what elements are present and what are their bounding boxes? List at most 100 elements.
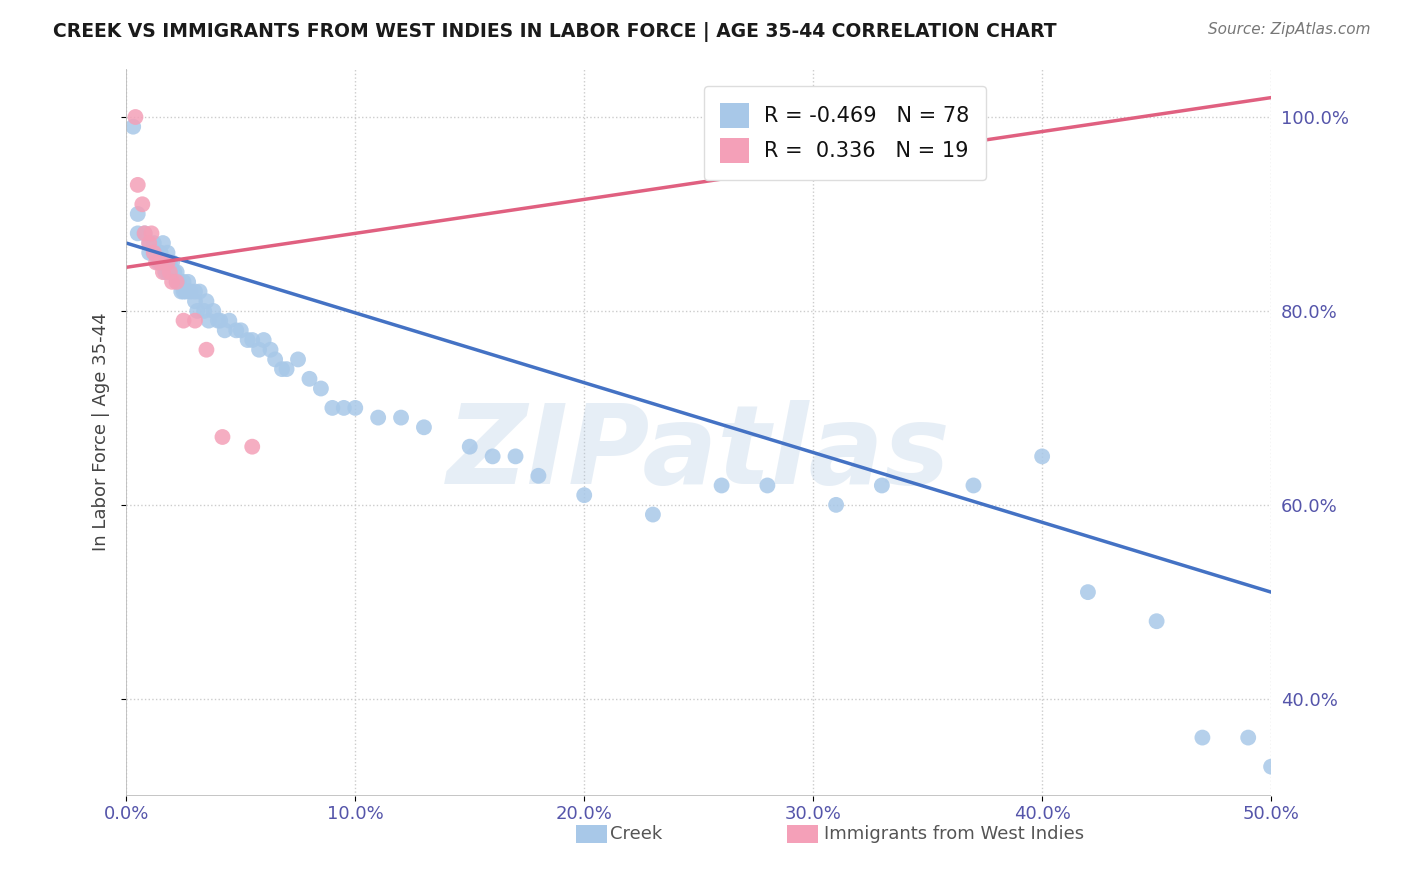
Point (138, 245, 160, 260)
Point (211, 430, 233, 444)
Point (127, 207, 149, 221)
Point (247, 343, 270, 357)
Point (298, 372, 321, 386)
Point (259, 343, 281, 357)
Point (458, 440, 481, 454)
Point (148, 255, 170, 269)
Point (149, 255, 172, 269)
Point (527, 468, 550, 483)
Point (641, 508, 664, 522)
Point (152, 235, 174, 250)
Text: CREEK VS IMMIGRANTS FROM WEST INDIES IN LABOR FORCE | AGE 35-44 CORRELATION CHAR: CREEK VS IMMIGRANTS FROM WEST INDIES IN … (53, 22, 1057, 42)
Point (138, 235, 160, 250)
Point (825, 498, 848, 512)
Point (174, 285, 197, 299)
Point (149, 245, 172, 260)
Point (184, 294, 207, 309)
Point (142, 245, 165, 260)
Point (131, 197, 153, 211)
Point (271, 362, 294, 376)
Point (1237, 731, 1260, 745)
Point (197, 313, 219, 327)
Point (160, 275, 183, 289)
Point (1146, 614, 1168, 628)
Point (202, 304, 225, 318)
Point (149, 255, 172, 269)
Point (225, 323, 247, 337)
Point (188, 285, 211, 299)
Point (155, 265, 177, 279)
Point (173, 285, 195, 299)
Point (160, 265, 183, 279)
Point (134, 227, 156, 241)
Point (122, 120, 145, 134)
Text: Immigrants from West Indies: Immigrants from West Indies (824, 825, 1084, 843)
Point (505, 450, 527, 464)
Legend: R = -0.469   N = 78, R =  0.336   N = 19: R = -0.469 N = 78, R = 0.336 N = 19 (703, 87, 986, 180)
Point (173, 313, 195, 327)
Point (124, 110, 146, 124)
Point (142, 235, 165, 250)
Point (152, 265, 174, 279)
Point (184, 285, 207, 299)
Point (127, 227, 149, 241)
Point (1077, 585, 1099, 599)
Point (149, 255, 172, 269)
Point (276, 362, 298, 376)
Point (264, 352, 287, 367)
Point (240, 440, 263, 454)
Point (160, 255, 183, 269)
Point (870, 478, 893, 492)
Point (186, 304, 208, 318)
Point (170, 285, 193, 299)
Point (193, 304, 215, 318)
Point (207, 313, 229, 327)
Text: ZIPatlas: ZIPatlas (447, 401, 950, 508)
Point (134, 227, 156, 241)
Y-axis label: In Labor Force | Age 35-44: In Labor Force | Age 35-44 (93, 313, 110, 551)
Point (1191, 731, 1213, 745)
Point (141, 227, 163, 241)
Point (253, 333, 276, 347)
Point (1031, 450, 1053, 464)
Point (333, 401, 356, 415)
Point (166, 275, 188, 289)
Point (166, 265, 188, 279)
Text: Source: ZipAtlas.com: Source: ZipAtlas.com (1208, 22, 1371, 37)
Point (145, 245, 167, 260)
Point (240, 333, 263, 347)
Point (156, 265, 179, 279)
Point (127, 178, 149, 192)
Point (344, 401, 367, 415)
Point (413, 420, 436, 434)
Point (145, 255, 167, 269)
Point (481, 450, 503, 464)
Text: Creek: Creek (610, 825, 662, 843)
Point (142, 245, 165, 260)
Point (756, 478, 779, 492)
Point (309, 382, 332, 396)
Point (1260, 759, 1282, 773)
Point (195, 343, 218, 357)
Point (167, 275, 190, 289)
Point (229, 323, 252, 337)
Point (236, 333, 259, 347)
Point (163, 265, 186, 279)
Point (184, 313, 207, 327)
Point (166, 275, 188, 289)
Point (710, 478, 733, 492)
Point (177, 275, 200, 289)
Point (209, 313, 232, 327)
Point (195, 294, 218, 309)
Point (179, 285, 201, 299)
Point (367, 410, 389, 425)
Point (389, 410, 412, 425)
Point (159, 255, 181, 269)
Point (138, 235, 160, 250)
Point (287, 352, 309, 367)
Point (214, 323, 236, 337)
Point (321, 401, 343, 415)
Point (173, 275, 195, 289)
Point (156, 255, 179, 269)
Point (962, 478, 984, 492)
